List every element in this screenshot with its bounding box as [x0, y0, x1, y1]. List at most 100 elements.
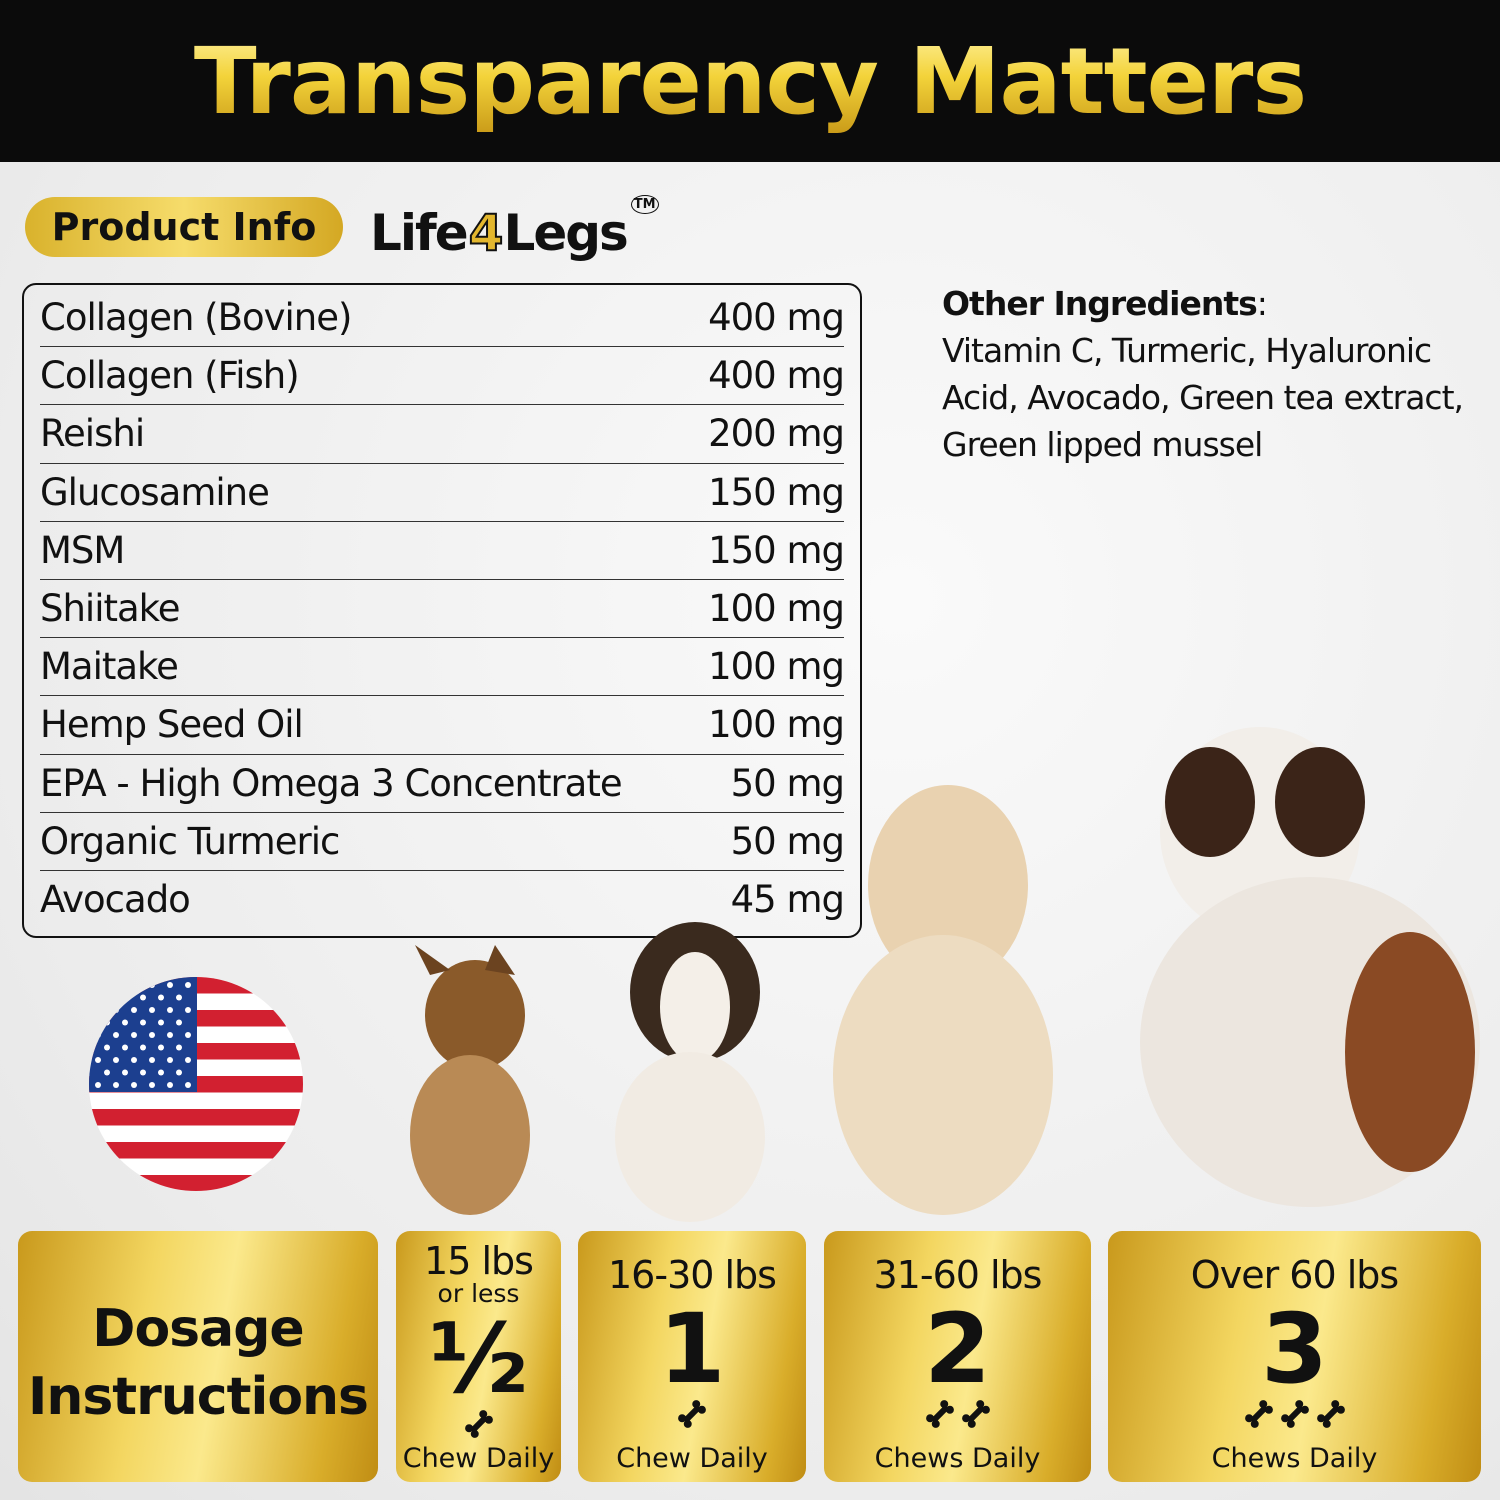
- flag-star: [122, 1069, 128, 1076]
- flag-star: [167, 1032, 173, 1038]
- weight-sub: or less: [437, 1279, 520, 1308]
- flag-star: [149, 982, 155, 988]
- flag-star: [140, 1069, 146, 1076]
- product-info-badge: Product Info: [25, 197, 343, 257]
- bone-icon: [925, 1400, 954, 1428]
- flag-star: [140, 1044, 146, 1051]
- golden-retriever-image: [833, 785, 1053, 1215]
- ingredient-amount: 150 mg: [708, 470, 845, 514]
- chew-count: 2: [924, 1293, 991, 1405]
- flag-star: [113, 1057, 119, 1063]
- other-ingredients-heading: Other Ingredients: [942, 284, 1258, 323]
- ingredient-row: Shiitake 100 mg: [40, 580, 845, 639]
- flag-star: [158, 1044, 164, 1051]
- flag-star: [158, 1019, 164, 1026]
- weight-range: Over 60 lbs: [1190, 1253, 1399, 1297]
- saint-bernard-image: [1140, 727, 1480, 1207]
- chew-count: 1: [658, 1293, 726, 1405]
- ingredient-amount: 100 mg: [708, 587, 845, 631]
- flag-star: [131, 1082, 137, 1088]
- ingredient-row: EPA - High Omega 3 Concentrate 50 mg: [40, 755, 845, 813]
- ingredient-amount: 400 mg: [708, 354, 845, 398]
- ingredient-name: Hemp Seed Oil: [40, 703, 304, 747]
- bone-icon: [961, 1400, 990, 1428]
- beagle-puppy-image: [615, 922, 765, 1222]
- bone-icon: [1280, 1400, 1309, 1428]
- bone-icons: [396, 1407, 561, 1443]
- ingredient-name: Maitake: [40, 645, 179, 689]
- ingredient-amount: 45 mg: [730, 878, 845, 922]
- flag-star: [176, 1019, 182, 1026]
- flag-star: [140, 1019, 146, 1026]
- chew-count: 3: [1261, 1293, 1328, 1405]
- flag-star: [122, 1019, 128, 1026]
- chew-label: Chew Daily: [616, 1443, 768, 1474]
- ingredient-amount: 100 mg: [708, 703, 845, 747]
- header-banner: Transparency Matters: [0, 0, 1500, 162]
- yorkie-dog-image: [410, 945, 530, 1215]
- flag-star: [158, 1069, 164, 1076]
- ingredient-name: Avocado: [40, 878, 191, 922]
- weight-range: 15 lbs: [424, 1239, 534, 1283]
- ingredient-row: Avocado 45 mg: [40, 871, 845, 929]
- flag-star: [122, 1044, 128, 1051]
- chew-count: ½: [428, 1303, 529, 1415]
- ingredient-name: Collagen (Fish): [40, 354, 300, 398]
- ingredient-row: Hemp Seed Oil 100 mg: [40, 696, 845, 755]
- flag-star: [95, 982, 101, 988]
- flag-star: [149, 1032, 155, 1038]
- flag-star: [167, 982, 173, 988]
- flag-star: [185, 1007, 191, 1013]
- page-title: Transparency Matters: [193, 27, 1307, 135]
- flag-star: [131, 1032, 137, 1038]
- bone-icon: [678, 1400, 706, 1428]
- ingredient-name: Reishi: [40, 412, 145, 456]
- flag-star: [149, 1057, 155, 1063]
- flag-star: [122, 994, 128, 1001]
- dosage-title-line: Dosage: [92, 1299, 304, 1359]
- ingredient-row: Maitake 100 mg: [40, 638, 845, 697]
- flag-star: [167, 1007, 173, 1013]
- flag-star: [131, 1057, 137, 1063]
- colon: :: [1256, 284, 1268, 323]
- flag-star: [185, 1082, 191, 1088]
- ingredient-row: Organic Turmeric 50 mg: [40, 813, 845, 871]
- ingredient-name: Organic Turmeric: [40, 819, 340, 863]
- flag-star: [95, 1082, 101, 1088]
- ingredient-amount: 150 mg: [708, 528, 845, 572]
- ingredient-amount: 200 mg: [708, 412, 845, 456]
- dosage-tier: Over 60 lbs 3 Chews Daily: [1108, 1231, 1481, 1482]
- dosage-title-line: Instructions: [27, 1367, 369, 1427]
- ingredients-table: Collagen (Bovine) 400 mg Collagen (Fish) 40…: [22, 283, 862, 938]
- ingredient-name: MSM: [40, 528, 125, 572]
- flag-star: [185, 1032, 191, 1038]
- ingredient-row: Collagen (Fish) 400 mg: [40, 347, 845, 406]
- us-flag-icon: [89, 977, 303, 1191]
- bone-icon: [1244, 1400, 1273, 1428]
- ingredient-amount: 400 mg: [708, 296, 845, 340]
- flag-stripe: [89, 1142, 303, 1159]
- chew-label: Chews Daily: [874, 1443, 1041, 1474]
- weight-range: 31-60 lbs: [873, 1253, 1043, 1297]
- bone-icons: [824, 1397, 1091, 1433]
- ingredient-row: Glucosamine 150 mg: [40, 464, 845, 522]
- other-ingredients-text: Vitamin C, Turmeric, Hyaluronic Acid, Av…: [942, 331, 1464, 464]
- dosage-tier: 16-30 lbs 1 Chew Daily: [578, 1231, 806, 1482]
- chew-label: Chews Daily: [1211, 1443, 1378, 1474]
- flag-star: [185, 1057, 191, 1063]
- flag-star: [167, 1082, 173, 1088]
- flag-star: [131, 1007, 137, 1013]
- flag-star: [131, 982, 137, 988]
- flag-star: [104, 1044, 110, 1051]
- trademark-mark: TM: [630, 195, 659, 214]
- bone-icons: [578, 1397, 806, 1433]
- flag-stripe: [89, 1109, 303, 1126]
- flag-star: [104, 1069, 110, 1076]
- ingredient-amount: 50 mg: [730, 761, 845, 805]
- flag-star: [176, 1069, 182, 1076]
- flag-star: [113, 982, 119, 988]
- bone-icon: [1316, 1400, 1345, 1428]
- ingredient-row: MSM 150 mg: [40, 522, 845, 580]
- flag-star: [95, 1032, 101, 1038]
- dosage-instructions-title: Dosage Instructions: [18, 1231, 378, 1482]
